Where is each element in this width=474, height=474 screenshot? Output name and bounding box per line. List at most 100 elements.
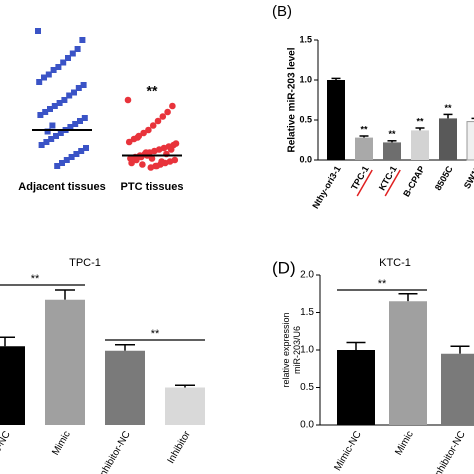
point (74, 46, 81, 52)
point (37, 112, 44, 118)
bar (0, 346, 25, 425)
annotation: ** (444, 103, 452, 113)
x-tick-label: Nthy-ori3-1 (310, 164, 342, 210)
point (125, 138, 133, 146)
x-tick-label: Inhibitor-NC (432, 429, 468, 474)
point (71, 89, 77, 96)
x-tick-label: SW17 (462, 164, 474, 190)
panel: TPC-1 Mimic-NC Mimic Inhibitor-NC Inhibitor *… (0, 257, 205, 474)
point (134, 134, 141, 141)
point (133, 156, 140, 164)
point (149, 122, 157, 129)
point (61, 97, 68, 103)
x-tick-label: B-CPAP (401, 164, 427, 198)
point (145, 126, 152, 134)
annotation: ** (31, 273, 40, 285)
y-tick-label: 1.5 (300, 307, 314, 318)
annotation: ** (388, 129, 396, 139)
point (56, 100, 63, 106)
bar (337, 350, 375, 425)
x-tick-label: Mimic (393, 429, 416, 457)
y-axis-label: relative expression (281, 312, 291, 387)
point (59, 160, 65, 166)
bar (439, 118, 457, 160)
point (66, 92, 73, 99)
point (80, 82, 87, 88)
point (48, 136, 55, 142)
point (169, 102, 176, 110)
point (153, 162, 161, 170)
x-tick-label: Mimic-NC (332, 429, 363, 473)
panel-label: (D) (272, 258, 296, 277)
annotation: ** (378, 278, 387, 290)
point (36, 79, 43, 85)
point (68, 154, 75, 160)
y-tick-label: 0.0 (300, 420, 314, 431)
annotation: ** (147, 83, 158, 99)
bar (441, 353, 474, 425)
chart-title: KTC-1 (379, 257, 411, 269)
underline (384, 169, 401, 197)
point (128, 159, 135, 167)
x-tick-label: Adjacent tissues (18, 181, 105, 193)
point (67, 124, 74, 130)
y-tick-label: 1.0 (299, 74, 312, 84)
point (44, 128, 51, 135)
point (38, 142, 45, 148)
annotation: ** (360, 124, 368, 134)
chart-title: TPC-1 (69, 257, 101, 269)
point (73, 151, 80, 157)
point (147, 164, 155, 171)
y-tick-label: 0.5 (300, 382, 314, 393)
bar (45, 299, 85, 425)
point (50, 67, 57, 73)
point (159, 113, 167, 120)
point (124, 96, 132, 104)
x-tick-label: Mimic-NC (0, 429, 13, 473)
y-axis-label: miR-203/U6 (292, 326, 302, 374)
y-tick-label: 1.5 (299, 34, 312, 44)
underline (356, 169, 373, 197)
bar (327, 80, 345, 160)
point (65, 55, 71, 61)
point (60, 59, 67, 66)
panel: Adjacent tissues PTC tissues ** (18, 28, 183, 193)
point (164, 108, 171, 116)
point (140, 129, 147, 137)
point (78, 148, 85, 154)
point (57, 130, 64, 136)
point (35, 28, 41, 34)
y-tick-label: 0.5 (299, 114, 312, 124)
bar (466, 121, 474, 161)
point (77, 118, 83, 124)
point (69, 50, 76, 57)
y-tick-label: 2.0 (300, 270, 314, 281)
point (81, 115, 88, 121)
bar (165, 387, 205, 425)
point (53, 133, 59, 139)
y-tick-label: 1.0 (300, 345, 314, 356)
point (45, 71, 52, 78)
bar (383, 142, 401, 160)
x-tick-label: Mimic (50, 429, 73, 457)
x-tick-label: Inhibitor-NC (97, 429, 133, 474)
point (172, 140, 180, 147)
point (75, 85, 82, 91)
bar (411, 130, 429, 160)
y-tick-label: 0.0 (299, 154, 312, 164)
point (139, 161, 146, 168)
point (54, 163, 61, 169)
point (79, 37, 86, 43)
y-axis-label: Relative miR-203 level (287, 47, 298, 152)
annotation: ** (416, 116, 424, 126)
point (148, 155, 156, 162)
point (154, 117, 162, 125)
bar (105, 350, 145, 425)
point (63, 157, 70, 163)
bar (355, 137, 373, 160)
point (55, 64, 62, 70)
point (49, 122, 56, 129)
x-tick-label: 8505C (433, 164, 455, 192)
